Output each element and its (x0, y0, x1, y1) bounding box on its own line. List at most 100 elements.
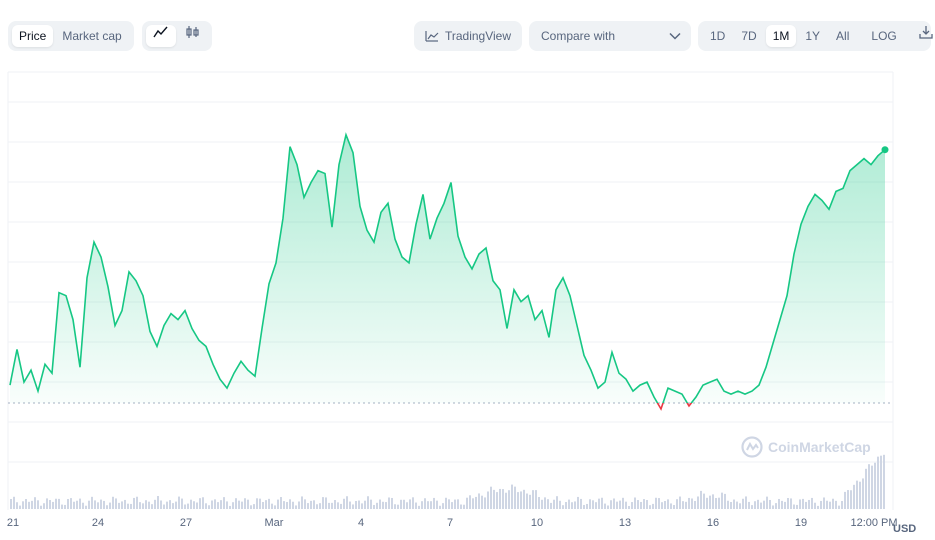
volume-bar (274, 505, 276, 509)
log-toggle[interactable]: LOG (871, 29, 897, 43)
volume-bar (259, 498, 261, 509)
volume-bar (712, 494, 714, 509)
volume-bar (658, 498, 660, 509)
volume-bar (301, 496, 303, 509)
volume-bar (241, 501, 243, 509)
candlestick-icon[interactable] (178, 25, 208, 47)
volume-bar (385, 502, 387, 509)
tab-price[interactable]: Price (12, 25, 54, 47)
volume-bar (394, 504, 396, 509)
volume-bar (268, 498, 270, 509)
volume-bar (601, 497, 603, 509)
volume-bar (703, 493, 705, 509)
volume-bar (199, 498, 201, 509)
volume-bar (664, 501, 666, 509)
volume-bar (802, 498, 804, 509)
volume-bar (583, 504, 585, 509)
volume-bar (106, 505, 108, 509)
last-price-dot (881, 146, 889, 154)
tradingview-button[interactable]: TradingView (414, 21, 522, 51)
time-range-selector: 1D 7D 1M 1Y All LOG (698, 21, 933, 51)
volume-bar (460, 504, 462, 509)
volume-bar (694, 500, 696, 509)
volume-bar (625, 501, 627, 509)
volume-bar (763, 500, 765, 509)
volume-bar (190, 499, 192, 509)
volume-bar (352, 504, 354, 509)
volume-bar (616, 501, 618, 509)
range-1m[interactable]: 1M (765, 25, 797, 47)
x-tick-label: 16 (707, 517, 719, 529)
volume-bar (154, 499, 156, 509)
tab-market-cap[interactable]: Market cap (62, 29, 122, 43)
volume-bar (91, 496, 93, 509)
volume-bar (289, 499, 291, 509)
volume-bar (850, 490, 852, 509)
compare-dropdown[interactable]: Compare with (529, 21, 691, 51)
volume-bar (463, 504, 465, 509)
volume-bar (730, 501, 732, 509)
volume-bar (343, 498, 345, 509)
volume-bar (439, 505, 441, 509)
volume-bar (844, 491, 846, 509)
volume-bar (784, 501, 786, 509)
volume-bar (457, 499, 459, 509)
range-7d[interactable]: 7D (741, 29, 757, 43)
volume-bar (631, 502, 633, 509)
volume-bar (208, 505, 210, 509)
volume-bar (22, 501, 24, 509)
volume-bar (511, 484, 513, 509)
volume-bar (448, 499, 450, 509)
volume-bar (169, 500, 171, 509)
volume-bar (109, 502, 111, 509)
range-all[interactable]: All (836, 29, 850, 43)
volume-bar (253, 504, 255, 509)
volume-bar (349, 501, 351, 509)
volume-bar (49, 500, 51, 509)
volume-bar (571, 502, 573, 509)
volume-bar (805, 501, 807, 509)
volume-bar (634, 497, 636, 509)
volume-bar (517, 492, 519, 509)
volume-bar (16, 502, 18, 509)
volume-bar (79, 498, 81, 509)
volume-bar (619, 500, 621, 509)
volume-bar (880, 455, 882, 509)
volume-bar (409, 499, 411, 509)
volume-bar (745, 496, 747, 509)
volume-bar (118, 502, 120, 509)
volume-bar (28, 501, 30, 509)
volume-bar (550, 502, 552, 509)
volume-bar (142, 503, 144, 509)
volume-bar (127, 503, 129, 509)
line-chart-icon[interactable] (146, 25, 176, 47)
price-chart[interactable]: 21 24 27 Mar 4 7 10 13 16 19 12:00 PM USD (0, 60, 935, 540)
volume-bar (133, 497, 135, 509)
tradingview-label: TradingView (444, 29, 512, 43)
volume-bar (673, 504, 675, 509)
volume-bar (772, 505, 774, 509)
volume-bar (481, 495, 483, 509)
volume-bar (400, 499, 402, 509)
download-icon[interactable] (912, 25, 935, 47)
range-1d[interactable]: 1D (710, 29, 726, 43)
volume-bar (307, 503, 309, 509)
volume-bar (649, 505, 651, 509)
volume-bar (70, 498, 72, 509)
volume-bar (355, 500, 357, 509)
range-1y[interactable]: 1Y (805, 29, 821, 43)
volume-bar (796, 504, 798, 509)
volume-bar (580, 498, 582, 509)
chart-style-toggle (142, 21, 212, 51)
volume-bar (313, 500, 315, 509)
volume-bar (415, 502, 417, 509)
volume-bar (589, 499, 591, 509)
x-tick-label: 4 (358, 517, 364, 529)
volume-bar (283, 501, 285, 509)
volume-bar (256, 498, 258, 509)
volume-bar (793, 504, 795, 509)
volume-bar (340, 503, 342, 509)
volume-bar (817, 505, 819, 509)
volume-bar (10, 499, 12, 509)
